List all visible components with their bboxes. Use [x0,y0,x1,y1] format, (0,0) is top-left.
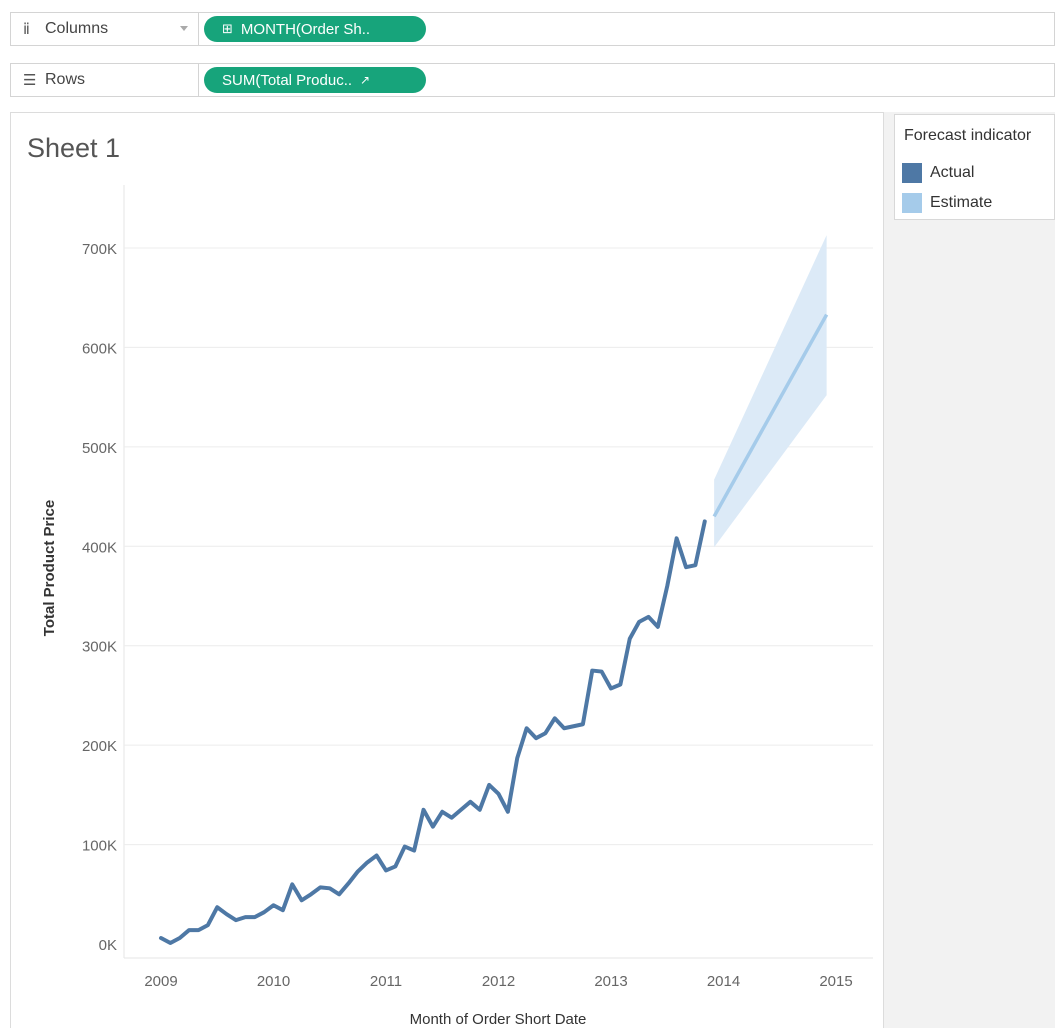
columns-icon: ⅱ [23,21,30,38]
x-tick-label: 2013 [594,973,627,990]
sheet-title: Sheet 1 [27,133,121,163]
legend-title: Forecast indicator [904,127,1032,144]
legend-swatch-actual [902,163,922,183]
x-tick-label: 2011 [370,973,402,990]
columns-label: Columns [45,20,109,37]
chevron-down-icon[interactable] [180,26,188,31]
y-tick-label: 500K [82,440,117,457]
columns-shelf[interactable]: ⅱ Columns ⊞ MONTH(Order Sh.. [10,12,1055,46]
y-tick-label: 0K [99,937,117,954]
x-tick-label: 2012 [482,973,515,990]
y-tick-label: 300K [82,639,117,656]
legend-item-estimate[interactable]: Estimate [902,193,992,213]
sum-total-pill[interactable]: SUM(Total Produc.. ↗ [204,67,426,93]
month-order-pill-label: MONTH(Order Sh.. [240,20,371,38]
forecast-legend[interactable]: Forecast indicator Actual Estimate [894,114,1055,220]
sheet-view[interactable]: Sheet 1 0K 100K 200K 300K 400K 500K 600K 700K 20… [10,112,884,1028]
month-order-pill[interactable]: ⊞ MONTH(Order Sh.. [204,16,426,42]
estimate-series-line [712,313,829,518]
rows-icon: ☰ [23,72,37,89]
y-tick-label: 100K [82,838,117,855]
actual-series-line [159,519,707,946]
forecast-band [714,235,827,548]
y-tick-label: 200K [82,738,117,755]
rows-label: Rows [45,71,86,88]
y-axis-title: Total Product Price [41,500,58,636]
x-tick-label: 2014 [707,973,740,990]
side-panel [884,112,1055,1028]
sum-total-pill-label: SUM(Total Produc.. [222,71,353,89]
legend-label-estimate: Estimate [930,194,993,211]
expand-icon[interactable]: ⊞ [222,21,233,36]
y-tick-label: 600K [82,340,117,357]
x-tick-label: 2010 [257,973,290,990]
rows-shelf[interactable]: ☰ Rows SUM(Total Produc.. ↗ [10,63,1055,97]
y-tick-label: 700K [82,241,117,258]
forecast-icon: ↗ [360,73,371,87]
x-axis-title: Month of Order Short Date [410,1011,587,1028]
legend-item-actual[interactable]: Actual [902,163,974,183]
x-tick-label: 2015 [819,973,852,990]
legend-swatch-estimate [902,193,922,213]
columns-shelf-label-area: ⅱ Columns [11,13,199,45]
y-tick-label: 400K [82,539,117,556]
x-tick-label: 2009 [144,973,177,990]
legend-label-actual: Actual [930,164,975,181]
rows-shelf-label-area: ☰ Rows [11,64,199,96]
forecast-line-chart[interactable]: 0K 100K 200K 300K 400K 500K 600K 700K 2009 2010 20… [11,113,883,1029]
